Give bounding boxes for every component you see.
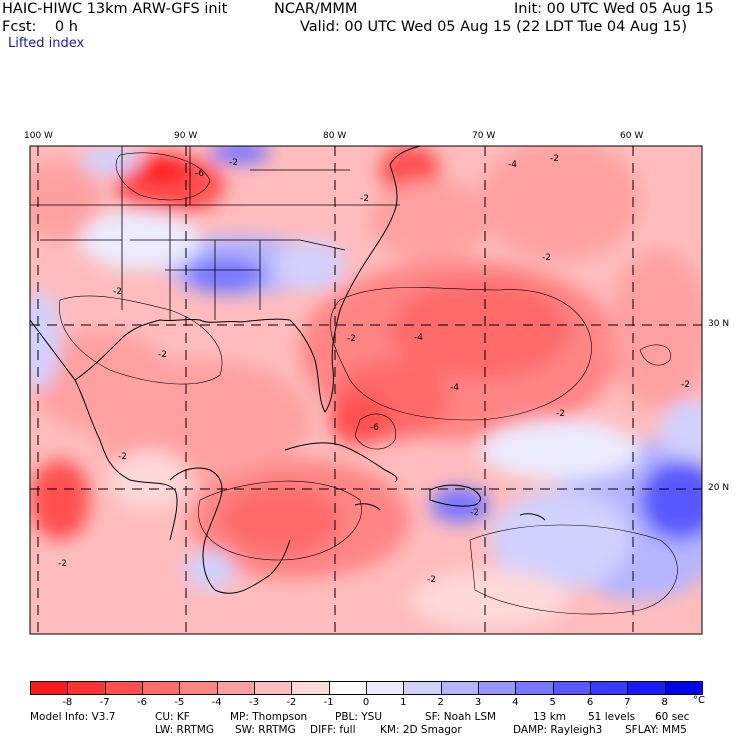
lat-label: 20 N: [708, 483, 730, 493]
colorbar-swatch: [104, 681, 144, 695]
lon-label: 90 W: [174, 131, 198, 141]
resolution-info: 13 km: [533, 711, 567, 723]
contour-label-4: -4: [508, 160, 517, 170]
contour-label-4: -4: [414, 333, 423, 343]
colorbar-tick-label: 7: [624, 697, 631, 708]
lat-lon-grid: [30, 146, 702, 634]
colorbar-swatch: [590, 681, 629, 695]
lw-info: LW: RRTMG: [155, 724, 214, 736]
colorbar-tick-label: 3: [474, 697, 482, 708]
contour-label: -2: [229, 158, 238, 168]
damp-info: DAMP: Rayleigh3: [513, 724, 603, 736]
colorbar-tick-label: -3: [249, 697, 259, 708]
colorbar-swatch: [291, 681, 331, 695]
colorbar-tick-label: 4: [512, 697, 519, 708]
field-name: Lifted index: [8, 36, 85, 51]
colorbar-swatch: [328, 681, 368, 695]
state-borders: [30, 146, 400, 320]
colorbar-tick-label: -7: [99, 697, 110, 708]
contour-label: -2: [427, 575, 436, 585]
forecast-hour: Fcst: 0 h: [2, 19, 78, 35]
lon-label: 70 W: [472, 131, 496, 141]
colorbar-tick-label: 0: [362, 697, 370, 708]
model-title: HAIC-HIWC 13km ARW-GFS init: [2, 1, 228, 17]
colorbar-swatch: [627, 681, 667, 695]
lon-label: 80 W: [323, 131, 347, 141]
contour-label-6: -6: [195, 169, 204, 179]
timestep-info: 60 sec: [655, 711, 690, 723]
km-info: KM: 2D Smagor: [380, 724, 462, 736]
colorbar-swatch: [515, 681, 555, 695]
contour-label-4: -4: [450, 383, 459, 393]
colorbar-tick-label: -2: [286, 697, 297, 708]
contour-label: -2: [347, 334, 356, 344]
contour-label: -2: [118, 452, 127, 462]
shaded-field: [30, 146, 702, 634]
mp-info: MP: Thompson: [230, 711, 308, 723]
colorbar-swatch: [664, 681, 704, 695]
pbl-info: PBL: YSU: [335, 711, 383, 723]
init-time: Init: 00 UTC Wed 05 Aug 15: [514, 1, 714, 17]
colorbar-tick-label: 6: [586, 697, 594, 708]
contour-label-6: -6: [370, 423, 379, 433]
contour-label: -2: [58, 559, 67, 569]
colorbar-tick-label: 5: [549, 697, 556, 708]
colorbar-tick-label: -6: [137, 697, 147, 708]
contour-label: -2: [470, 508, 479, 518]
colorbar-swatch: [179, 681, 219, 695]
sflay-info: SFLAY: MM5: [625, 724, 687, 736]
colorbar-swatch: [440, 681, 480, 695]
lon-label: 60 W: [620, 131, 644, 141]
diff-info: DIFF: full: [310, 724, 356, 736]
colorbar-tick-label: -1: [323, 697, 334, 708]
colorbar-swatch: [67, 681, 107, 695]
colorbar-tick-label: -5: [174, 697, 185, 708]
contour-label: -2: [113, 287, 122, 297]
contour-label: -2: [158, 350, 167, 360]
org-label: NCAR/MMM: [274, 1, 358, 17]
colorbar-unit: °C: [693, 695, 705, 706]
lon-label: 100 W: [24, 131, 53, 141]
contour-label: -2: [542, 253, 551, 263]
colorbar-tick-label: 1: [400, 697, 407, 708]
contour-label: -2: [681, 380, 690, 390]
contour-label: -2: [550, 154, 559, 164]
model-info: Model Info: V3.7: [30, 711, 116, 723]
coastlines: [30, 146, 546, 594]
cu-info: CU: KF: [155, 711, 190, 723]
colorbar-tick-label: 2: [437, 697, 444, 708]
valid-time: Valid: 00 UTC Wed 05 Aug 15 (22 LDT Tue …: [300, 19, 688, 35]
map-frame: [29, 145, 703, 635]
colorbar-swatch: [366, 681, 405, 695]
sf-info: SF: Noah LSM: [425, 711, 497, 723]
lat-label: 30 N: [708, 319, 730, 329]
colorbar-tick-label: -4: [211, 697, 222, 708]
colorbar-tick-label: -8: [62, 697, 73, 708]
colorbar-swatch: [30, 681, 69, 695]
contour-lines: [59, 152, 678, 615]
colorbar-tick-label: 8: [661, 697, 668, 708]
colorbar-swatch: [254, 681, 293, 695]
contour-label: -2: [360, 194, 369, 204]
sw-info: SW: RRTMG: [235, 724, 296, 736]
contour-label: -2: [556, 409, 565, 419]
colorbar-swatch: [142, 681, 181, 695]
levels-info: 51 levels: [588, 711, 636, 723]
colorbar-swatch: [478, 681, 517, 695]
colorbar-swatch: [403, 681, 443, 695]
colorbar-swatch: [216, 681, 256, 695]
colorbar-swatch: [552, 681, 592, 695]
